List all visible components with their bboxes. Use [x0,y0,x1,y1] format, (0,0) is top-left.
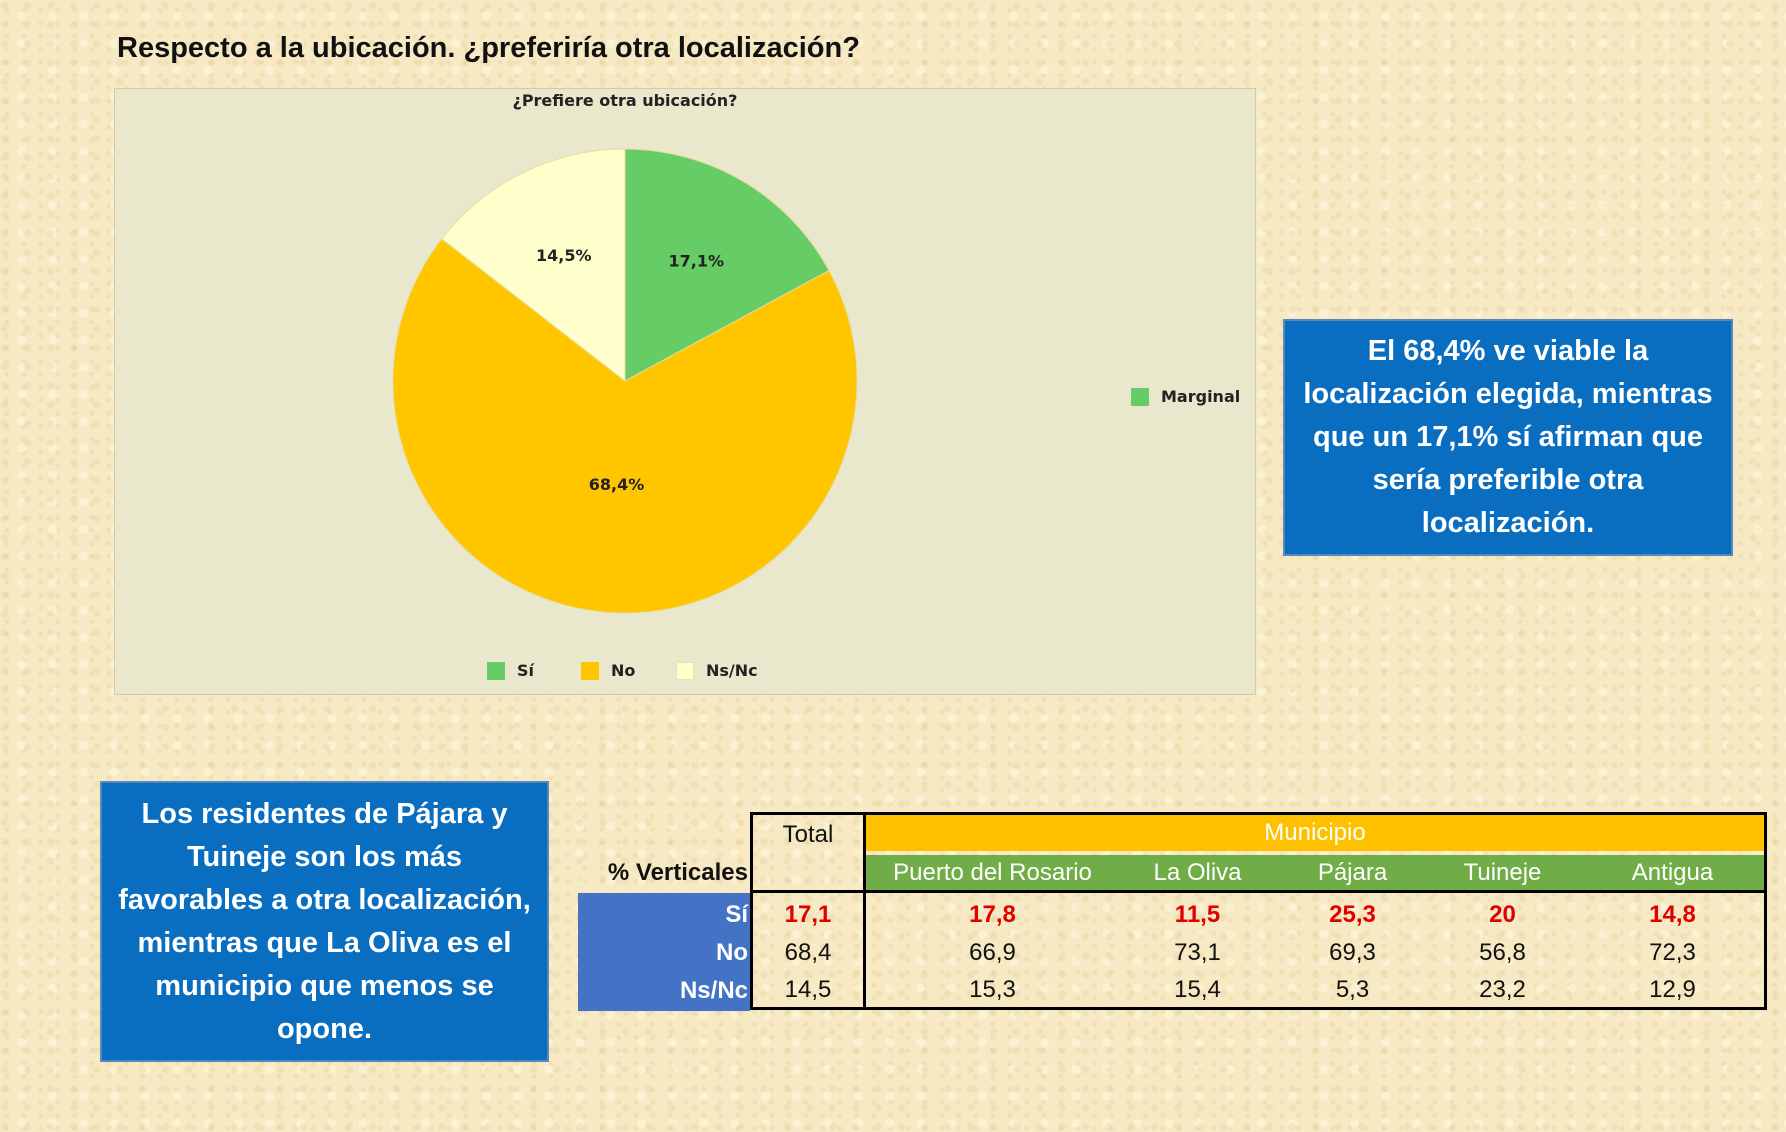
cell-value: 20 [1489,901,1516,928]
cell-si-pajara: 25,3 [1280,896,1425,934]
legend-item-si: Sí [487,661,534,680]
legend-label-si: Sí [517,661,535,680]
col-header-puerto: Puerto del Rosario [870,855,1115,890]
pie-slice-label-2: 14,5% [536,246,592,265]
cell-value: 17,8 [969,901,1016,928]
cell-no-tuineje: 56,8 [1425,934,1580,972]
info-municipalities-text: Los residentes de Pájara y Tuineje son l… [118,797,531,1045]
col-header-label: Antigua [1631,858,1714,886]
pie-slice-label-1: 68,4% [589,475,645,494]
cell-si-puerto: 17,8 [870,896,1115,934]
cell-value: 56,8 [1479,939,1526,966]
table-outer-frame [750,812,1767,1010]
col-header-tuineje: Tuineje [1425,855,1580,890]
info-summary-text: El 68,4% ve viable la localización elegi… [1303,335,1713,539]
legend-swatch-si [487,661,505,680]
pie-slice-label-0: 17,1% [668,251,724,270]
info-box-summary: El 68,4% ve viable la localización elegi… [1283,319,1733,556]
legend-label-nsnc: Ns/Nc [706,661,758,680]
legend-swatch-no [581,661,599,680]
header-body-divider [750,890,1767,893]
cell-nsnc-antigua: 12,9 [1580,972,1765,1008]
legend-item-nsnc: Ns/Nc [676,661,758,680]
col-header-antigua: Antigua [1580,855,1765,890]
col-header-label: Tuineje [1463,858,1542,886]
col-header-pajara: Pájara [1280,855,1425,890]
side-legend: Marginal [1131,387,1240,406]
legend-item-no: No [581,661,635,680]
cell-si-tuineje: 20 [1425,896,1580,934]
cell-value: 73,1 [1174,939,1221,966]
legend-swatch-nsnc [676,661,694,680]
cell-no-antigua: 72,3 [1580,934,1765,972]
cell-value: 25,3 [1329,901,1376,928]
cell-nsnc-laoliva: 15,4 [1115,972,1280,1008]
total-column-divider [750,812,866,1010]
cell-nsnc-puerto: 15,3 [870,972,1115,1008]
row-header-text: % Verticales [607,858,748,886]
row-label-si: Sí [578,896,748,934]
col-header-laoliva: La Oliva [1115,855,1280,890]
row-label-nsnc: Ns/Nc [578,972,748,1010]
pie-slice-2 [440,148,626,383]
cell-no-laoliva: 73,1 [1115,934,1280,972]
cell-no-pajara: 69,3 [1280,934,1425,972]
row-label-text: Ns/Nc [679,977,748,1004]
pie-chart: ¿Prefiere otra ubicación? 17,1% 68,4% 14,5% [392,91,858,614]
municipio-header: Municipio [866,815,1764,851]
cell-value: 15,4 [1174,976,1221,1003]
cell-si-antigua: 14,8 [1580,896,1765,934]
row-label-text: No [716,939,748,966]
column-header-band [866,855,1764,890]
row-label-text: Sí [725,901,748,928]
cell-value: 15,3 [969,976,1016,1003]
cell-value: 68,4 [784,939,832,966]
cell-value: 5,3 [1335,976,1370,1003]
cell-nsnc-pajara: 5,3 [1280,972,1425,1008]
col-header-label: Puerto del Rosario [893,858,1092,886]
cell-value: 23,2 [1479,976,1526,1003]
row-label-band [578,893,750,1011]
cell-value: 66,9 [969,939,1016,966]
side-legend-swatch [1131,387,1149,406]
cell-value: 17,1 [784,901,832,928]
side-legend-label: Marginal [1161,387,1241,406]
chart-title: ¿Prefiere otra ubicación? [513,91,738,110]
pie-slice-1 [392,238,858,614]
page-title: Respecto a la ubicación. ¿preferiría otr… [117,32,860,64]
col-header-label: Pájara [1317,858,1388,886]
total-header-label: Total [782,821,834,848]
cell-value: 12,9 [1649,976,1696,1003]
cell-value: 11,5 [1174,901,1221,928]
col-header-label: La Oliva [1153,858,1242,886]
municipio-header-label: Municipio [1264,819,1366,846]
cell-nsnc-tuineje: 23,2 [1425,972,1580,1008]
chart-panel: ¿Prefiere otra ubicación? 17,1% 68,4% 14,5%… [114,88,1256,695]
row-header-label: % Verticales [590,855,750,890]
info-box-municipalities: Los residentes de Pájara y Tuineje son l… [100,781,549,1062]
cell-value: 69,3 [1329,939,1376,966]
pie-slice-0 [624,148,830,382]
total-header: Total [753,815,863,855]
cell-no-total: 68,4 [753,934,863,972]
cell-nsnc-total: 14,5 [753,972,863,1008]
cell-value: 14,8 [1649,901,1696,928]
row-label-no: No [578,934,748,972]
cell-si-laoliva: 11,5 [1115,896,1280,934]
cell-value: 14,5 [784,976,832,1003]
cell-si-total: 17,1 [753,896,863,934]
legend-label-no: No [611,661,636,680]
cell-value: 72,3 [1649,939,1696,966]
cell-no-puerto: 66,9 [870,934,1115,972]
